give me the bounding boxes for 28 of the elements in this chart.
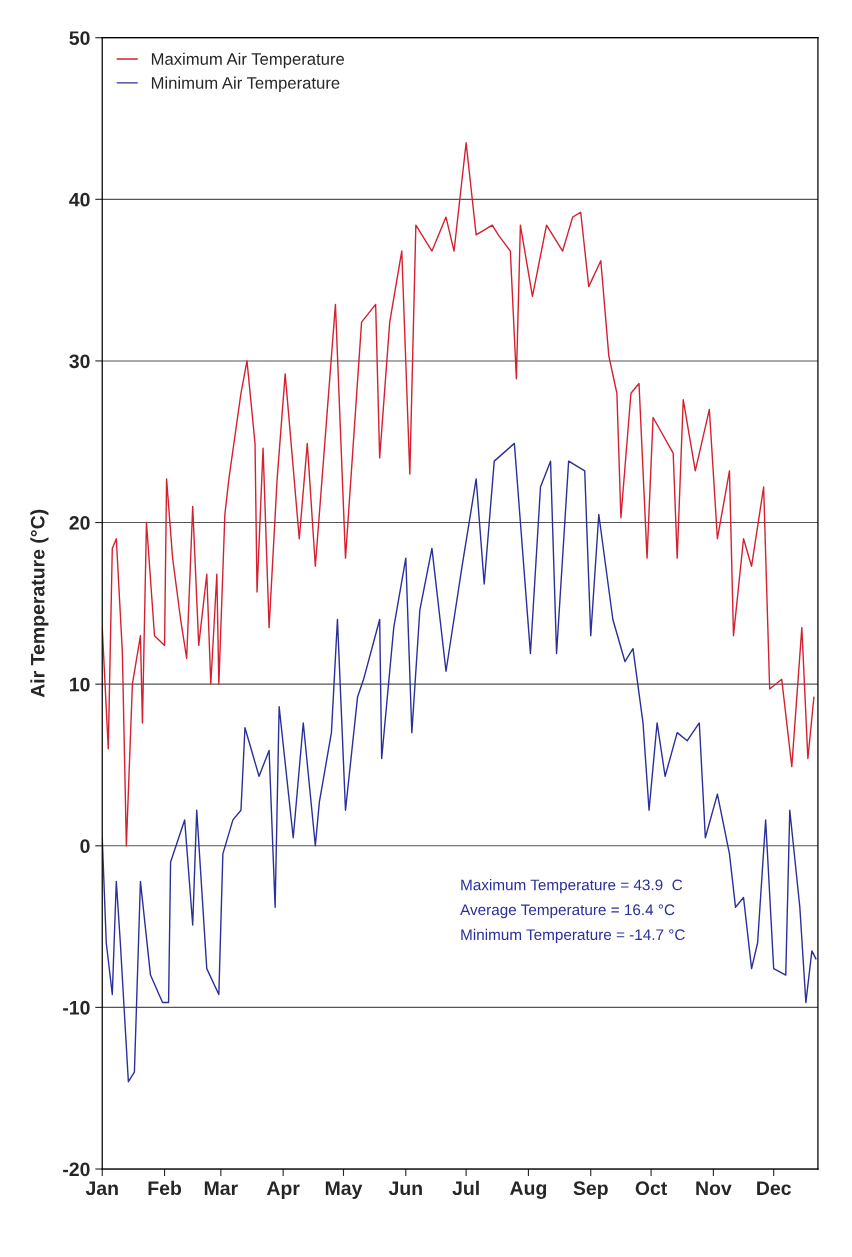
x-tick-label: May [325, 1181, 363, 1199]
x-tick-label: Feb [148, 1180, 182, 1196]
annotation: Average Temperature = 16.4 °C [460, 904, 675, 919]
x-tick-label: Jun [388, 1181, 422, 1196]
y-tick-label: 10 [70, 677, 90, 692]
x-tick-label: Oct [635, 1181, 668, 1196]
x-tick-label: Nov [696, 1181, 732, 1196]
line-series [102, 442, 817, 1083]
legend-label: Maximum Air Temperature [151, 52, 345, 69]
x-tick-label: Aug [510, 1181, 547, 1199]
x-tick-label: Apr [266, 1181, 300, 1199]
x-tick-label: Sep [573, 1181, 608, 1199]
y-tick-label: 50 [69, 31, 90, 45]
annotation: Maximum Temperature = 43.9 C [461, 879, 683, 894]
y-tick-label: -20 [63, 1162, 90, 1177]
y-tick-label: 0 [80, 839, 90, 854]
x-tick-label: Jan [85, 1181, 118, 1196]
y-tick-label: 20 [69, 516, 90, 530]
y-axis-title: Air Temperature (°C) [30, 509, 49, 698]
annotation: Minimum Temperature = -14.7 °C [461, 928, 685, 944]
y-tick-label: 40 [69, 192, 90, 207]
y-tick-label: -10 [63, 1000, 90, 1015]
x-tick-label: Jul [452, 1180, 479, 1196]
x-tick-label: Dec [757, 1181, 791, 1196]
x-tick-label: Mar [204, 1181, 238, 1196]
legend-label: Minimum Air Temperature [151, 76, 340, 93]
y-tick-label: 30 [69, 354, 90, 369]
line-series [102, 142, 815, 847]
